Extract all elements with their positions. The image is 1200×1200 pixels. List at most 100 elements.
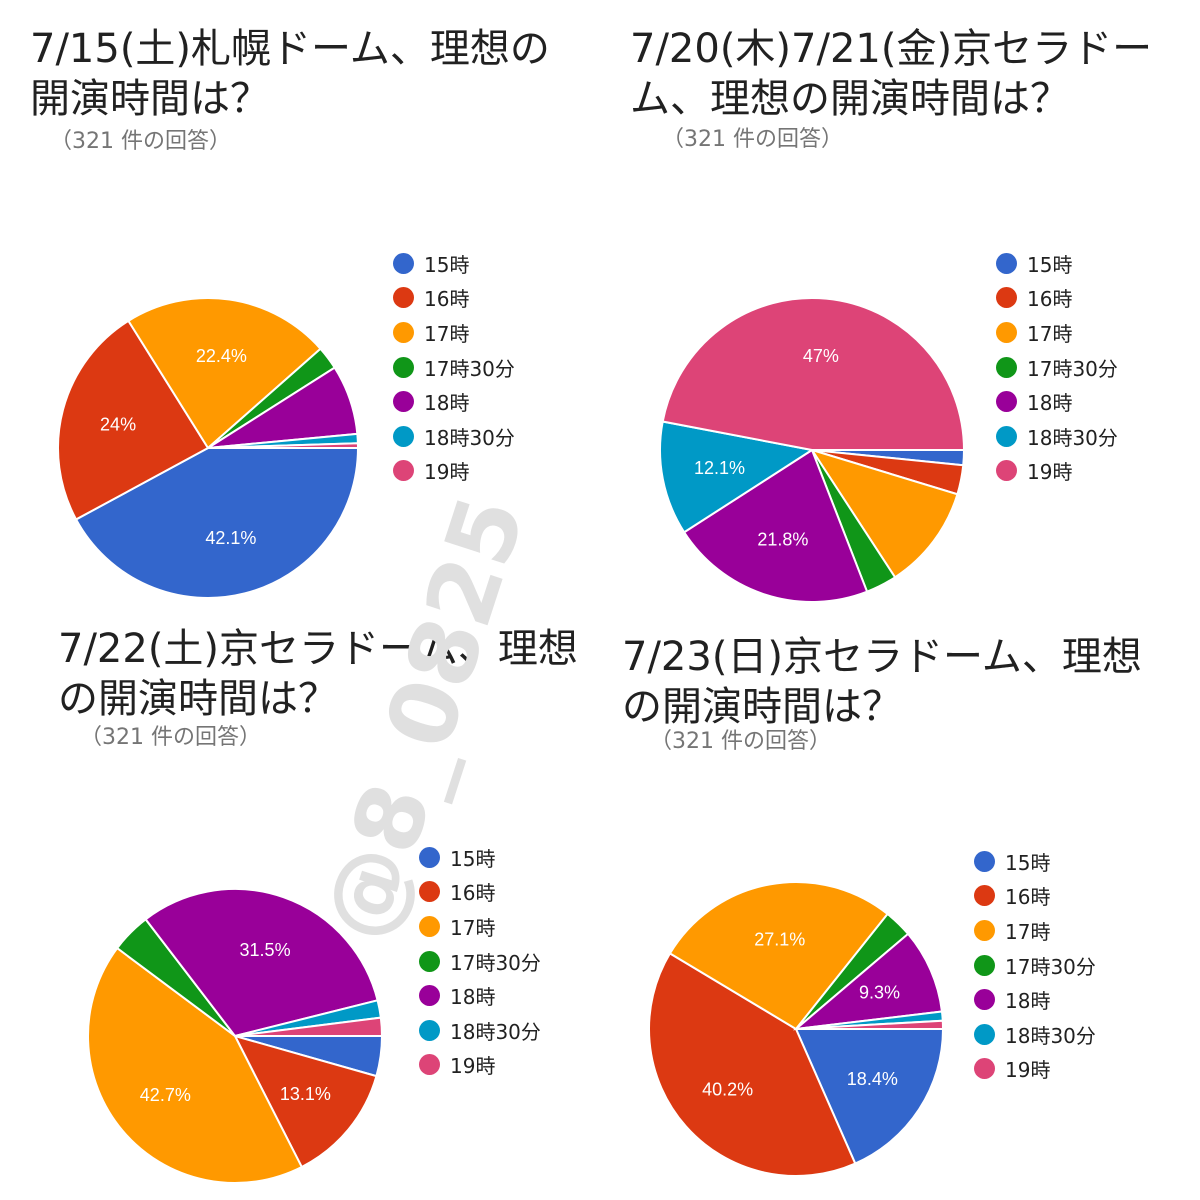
legend-item: 18時30分 [996, 419, 1118, 454]
legend-item: 16時 [393, 281, 515, 316]
pie-slice [233, 1034, 378, 1169]
pie-slice [648, 952, 857, 1177]
legend-label: 18時30分 [1027, 425, 1118, 450]
pie-slice [74, 447, 360, 599]
legend-item: 18時30分 [393, 419, 515, 454]
pie-chart: 18.4% 40.2% 27.1% 9.3% [648, 881, 945, 1177]
slice-data-label: 24% [100, 414, 136, 434]
legend-label: 15時 [1027, 252, 1073, 277]
legend-label: 17時30分 [1005, 954, 1096, 979]
chart-subtitle: （321 件の回答） [80, 725, 261, 750]
pie-slice [795, 1019, 945, 1030]
legend-item: 15時 [393, 246, 515, 281]
pie-chart: 21.8% 12.1% 47% [659, 297, 966, 603]
chart-subtitle: （321 件の回答） [650, 729, 831, 754]
chart-legend: 15時 16時 17時 17時30分 18時 18時30分 19時 [393, 246, 515, 488]
legend-swatch [393, 252, 414, 274]
legend-swatch [974, 850, 995, 872]
legend-item: 17時 [974, 913, 1096, 948]
legend-swatch [393, 425, 414, 447]
legend-label: 18時 [450, 985, 496, 1010]
legend-item: 19時 [974, 1052, 1096, 1087]
slice-data-label: 22.4% [196, 346, 247, 366]
legend-swatch [393, 460, 414, 482]
legend-item: 19時 [996, 454, 1118, 489]
chart-subtitle: （321 件の回答） [662, 127, 843, 152]
legend-label: 18時30分 [424, 425, 515, 450]
slice-data-label: 42.7% [140, 1085, 191, 1105]
slice-data-label: 47% [803, 346, 839, 366]
legend-label: 17時30分 [424, 356, 515, 381]
legend-swatch [996, 356, 1017, 378]
chart-panel-0: 7/15(土)札幌ドーム、理想の開演時間は？ （321 件の回答） 42.1% 2… [0, 0, 600, 600]
legend-item: 19時 [419, 1048, 541, 1083]
pie-slice [144, 888, 379, 1038]
slice-data-label: 9.3% [859, 983, 900, 1003]
legend-swatch [419, 915, 440, 937]
pie-slice [127, 297, 322, 450]
legend-item: 17時30分 [393, 350, 515, 385]
pie-slice [207, 442, 360, 449]
legend-item: 17時 [996, 315, 1118, 350]
chart-legend: 15時 16時 17時 17時30分 18時 18時30分 19時 [419, 840, 541, 1082]
slice-data-label: 27.1% [754, 929, 805, 949]
legend-swatch [974, 1058, 995, 1080]
legend-swatch [996, 287, 1017, 309]
legend-label: 16時 [1027, 287, 1073, 312]
legend-label: 15時 [1005, 850, 1051, 875]
legend-swatch [419, 985, 440, 1007]
chart-panel-3: 7/23(日)京セラドーム、理想の開演時間は？ （321 件の回答） 18.4%… [600, 600, 1200, 1200]
legend-item: 18時 [974, 982, 1096, 1017]
pie-slice [809, 448, 959, 579]
legend-swatch [996, 252, 1017, 274]
pie-chart: 13.1% 42.7% 31.5% [87, 888, 384, 1184]
legend-item: 18時 [996, 384, 1118, 419]
legend-label: 19時 [424, 460, 470, 485]
legend-item: 16時 [419, 875, 541, 910]
legend-swatch [974, 989, 995, 1011]
pie-slice [794, 1028, 945, 1165]
pie-chart: 42.1% 24% 22.4% [57, 297, 360, 599]
legend-label: 17時30分 [1027, 356, 1118, 381]
legend-label: 18時 [424, 391, 470, 416]
legend-item: 17時 [419, 909, 541, 944]
chart-panel-2: 7/22(土)京セラドーム、理想の開演時間は？ （321 件の回答） 13.1%… [0, 600, 600, 1200]
legend-swatch [419, 1019, 440, 1041]
chart-legend: 15時 16時 17時 17時30分 18時 18時30分 19時 [974, 844, 1096, 1086]
chart-title: 7/15(土)札幌ドーム、理想の開演時間は？ [30, 26, 550, 122]
legend-item: 18時 [393, 384, 515, 419]
legend-label: 16時 [1005, 885, 1051, 910]
slice-data-label: 21.8% [757, 530, 808, 550]
legend-swatch [419, 846, 440, 868]
legend-label: 19時 [1005, 1058, 1051, 1083]
slice-data-label: 40.2% [702, 1079, 753, 1099]
slice-data-label: 31.5% [240, 940, 291, 960]
pie-slice [682, 448, 869, 603]
legend-item: 17時30分 [974, 948, 1096, 983]
legend-item: 19時 [393, 454, 515, 489]
legend-item: 15時 [974, 844, 1096, 879]
legend-swatch [419, 1054, 440, 1076]
slice-data-label: 18.4% [847, 1069, 898, 1089]
legend-item: 17時30分 [996, 350, 1118, 385]
legend-label: 15時 [450, 846, 496, 871]
legend-swatch [996, 321, 1017, 343]
legend-label: 19時 [1027, 460, 1073, 485]
legend-label: 17時30分 [450, 950, 541, 975]
legend-label: 15時 [424, 252, 470, 277]
legend-swatch [996, 460, 1017, 482]
legend-swatch [974, 919, 995, 941]
legend-swatch [996, 391, 1017, 413]
legend-item: 15時 [996, 246, 1118, 281]
legend-item: 17時 [393, 315, 515, 350]
slice-data-label: 42.1% [205, 528, 256, 548]
chart-subtitle: （321 件の回答） [50, 129, 231, 154]
legend-item: 18時30分 [419, 1013, 541, 1048]
legend-swatch [393, 287, 414, 309]
legend-item: 18時30分 [974, 1017, 1096, 1052]
legend-label: 18時30分 [450, 1019, 541, 1044]
legend-label: 17時 [1027, 321, 1073, 346]
legend-label: 17時 [1005, 919, 1051, 944]
pie-slice [57, 319, 210, 521]
legend-label: 17時 [424, 321, 470, 346]
